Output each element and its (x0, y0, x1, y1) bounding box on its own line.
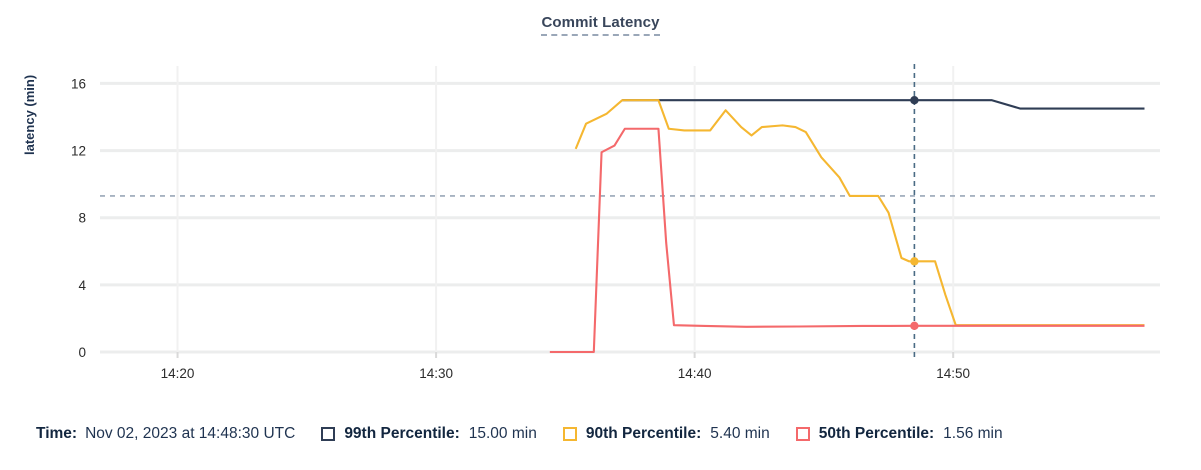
legend-swatch-p90[interactable] (562, 427, 577, 441)
series-line-p99 (622, 99, 1145, 110)
y-tick-label: 8 (78, 211, 86, 226)
chart-title: Commit Latency (0, 14, 1201, 36)
chart-title-text: Commit Latency (541, 14, 660, 36)
legend-value-p90: 5.40 min (710, 425, 770, 442)
x-tick-label: 14:50 (936, 366, 970, 381)
x-tick-label: 14:20 (161, 366, 195, 381)
legend-value-p50: 1.56 min (943, 425, 1003, 442)
y-tick-label: 0 (78, 345, 86, 360)
legend-value-p99: 15.00 min (468, 425, 537, 442)
legend-label-p50: 50th Percentile: (818, 425, 935, 442)
time-value: Nov 02, 2023 at 14:48:30 UTC (85, 425, 296, 442)
legend-item-p90[interactable]: 90th Percentile: 5.40 min (562, 425, 770, 443)
hover-point-p50 (910, 321, 919, 331)
hover-time-readout: Time: Nov 02, 2023 at 14:48:30 UTC (36, 425, 295, 443)
x-tick-label: 14:40 (678, 366, 712, 381)
legend-item-p99[interactable]: 99th Percentile: 15.00 min (321, 425, 537, 443)
y-tick-label: 16 (71, 76, 86, 91)
legend-label-p90: 90th Percentile: (585, 425, 702, 442)
legend-swatch-p99[interactable] (321, 427, 336, 441)
y-tick-label: 12 (71, 144, 86, 159)
legend-swatch-p50[interactable] (795, 427, 810, 441)
series-line-p90 (574, 99, 1145, 327)
legend-label-p99: 99th Percentile: (344, 425, 460, 442)
hover-point-p99 (910, 96, 919, 105)
legend-item-p50[interactable]: 50th Percentile: 1.56 min (795, 425, 1003, 443)
chart-footer-legend: Time: Nov 02, 2023 at 14:48:30 UTC 99th … (0, 412, 1201, 456)
x-tick-label: 14:30 (419, 366, 453, 381)
y-tick-label: 4 (78, 278, 86, 293)
series-line-p50 (549, 127, 1145, 354)
time-label: Time: (36, 425, 78, 442)
hover-point-p90 (910, 257, 919, 266)
